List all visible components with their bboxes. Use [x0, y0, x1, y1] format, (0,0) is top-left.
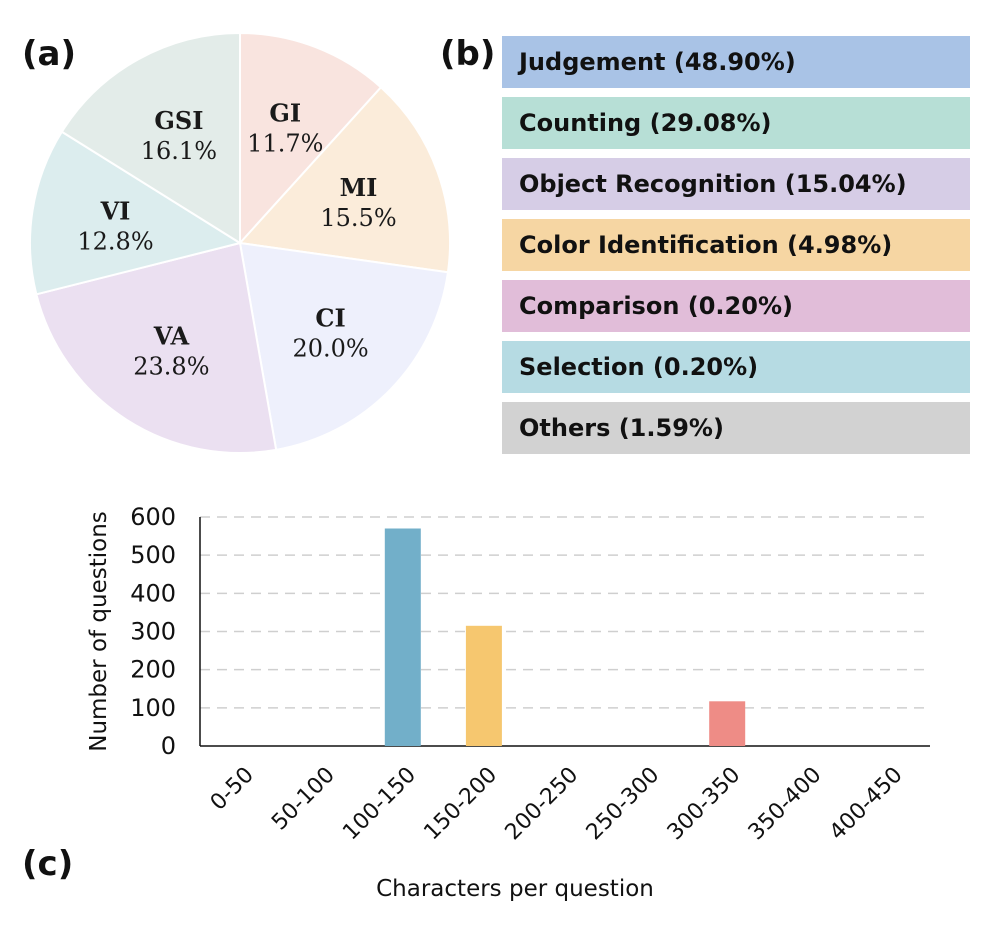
pie-slice-va — [35, 241, 278, 454]
pie-slice-vi — [29, 130, 243, 296]
panel-label-c: (c) — [22, 844, 74, 884]
pie-label-va: VA — [153, 322, 190, 351]
y-tick-label: 200 — [130, 656, 176, 684]
pie-percent-gi: 11.7% — [247, 129, 323, 157]
bar-300-350 — [709, 701, 746, 746]
category-item: Others (1.59%) — [502, 402, 970, 454]
x-tick-label: 50-100 — [267, 763, 340, 836]
x-tick-label: 300-350 — [663, 763, 746, 846]
category-item: Judgement (48.90%) — [502, 36, 970, 88]
category-item: Color Identification (4.98%) — [502, 219, 970, 271]
bar-chart: 0 100 200 300 400 500 600 0-50 50-100100-150150-… — [86, 503, 930, 902]
category-item: Comparison (0.20%) — [502, 280, 970, 332]
x-tick-label: 200-250 — [501, 763, 584, 846]
pie-percent-gsi: 16.1% — [141, 137, 217, 165]
category-item: Object Recognition (15.04%) — [502, 158, 970, 210]
pie-label-vi: VI — [100, 197, 131, 226]
x-tick-label: 0-50 — [206, 763, 259, 816]
pie-percent-va: 23.8% — [133, 353, 209, 381]
y-axis-title: Number of questions — [86, 511, 112, 752]
x-tick-label: 150-200 — [419, 763, 502, 846]
y-tick-label: 300 — [130, 618, 176, 646]
y-tick-label: 400 — [130, 579, 176, 607]
x-tick-label: 400-450 — [825, 763, 908, 846]
x-tick-label: 100-150 — [338, 763, 421, 846]
pie-percent-ci: 20.0% — [292, 335, 368, 363]
y-tick-label: 0 — [161, 732, 176, 760]
x-tick-label: 250-300 — [582, 763, 665, 846]
pie-slice-mi — [237, 85, 451, 274]
pie-label-gi: GI — [269, 98, 301, 127]
bar-100-150 — [384, 528, 421, 746]
pie-label-gsi: GSI — [154, 106, 203, 135]
panel-label-a: (a) — [22, 34, 77, 74]
pie-label-mi: MI — [340, 173, 378, 202]
pie-percent-vi: 12.8% — [77, 228, 153, 256]
pie-label-ci: CI — [315, 304, 345, 333]
category-item: Counting (29.08%) — [502, 97, 970, 149]
pie-percent-mi: 15.5% — [320, 204, 396, 232]
bar-150-200 — [465, 625, 502, 746]
x-tick-label: 350-400 — [744, 763, 827, 846]
x-axis-title: Characters per question — [376, 876, 654, 902]
y-tick-label: 600 — [130, 503, 176, 531]
pie-slice-gi — [239, 31, 383, 246]
y-tick-label: 500 — [130, 541, 176, 569]
panel-label-b: (b) — [440, 34, 496, 74]
category-item: Selection (0.20%) — [502, 341, 970, 393]
y-tick-label: 100 — [130, 694, 176, 722]
pie-slice-gsi — [60, 31, 241, 245]
pie-slice-ci — [238, 241, 450, 452]
